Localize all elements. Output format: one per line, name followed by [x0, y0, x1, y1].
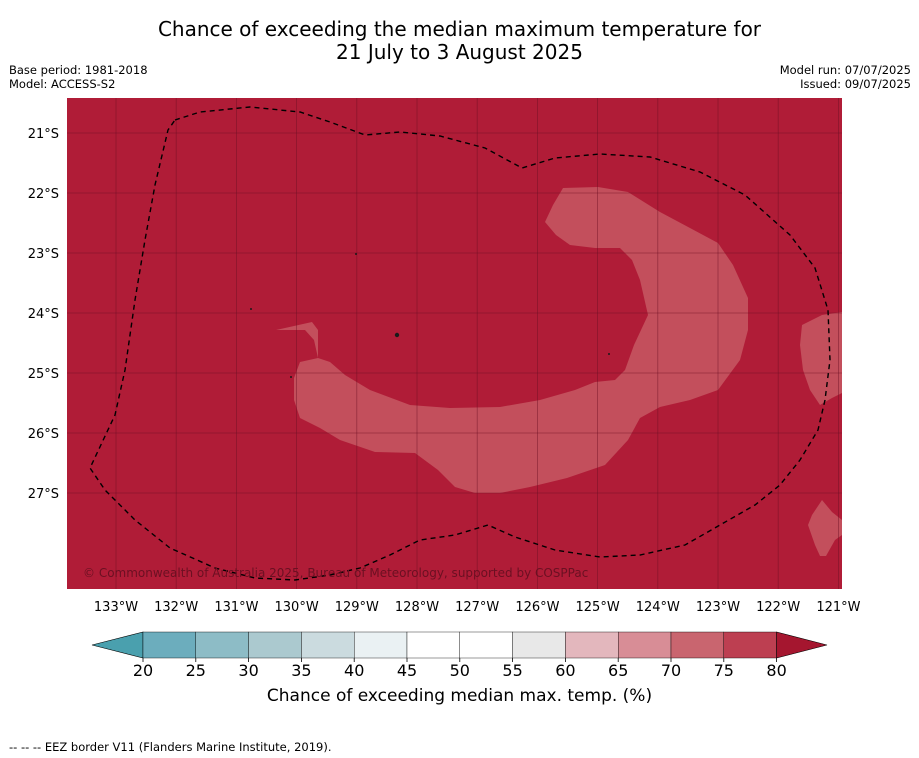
eez-border — [89, 106, 831, 581]
latitude-label: 22°S — [28, 187, 59, 202]
probability-region-east — [800, 312, 842, 405]
colorbar-tick-label: 30 — [238, 661, 258, 680]
latitude-label: 27°S — [28, 487, 59, 502]
colorbar-segment — [195, 631, 249, 659]
longitude-label: 125°W — [576, 600, 620, 615]
map-title: Chance of exceeding the median maximum t… — [0, 18, 919, 64]
model-run-text: Model run: 07/07/2025 — [779, 63, 911, 77]
island-markers — [250, 253, 610, 378]
colorbar-tick-labels: 20 25 30 35 40 45 50 55 60 65 70 75 80 — [133, 661, 787, 680]
longitude-label: 128°W — [395, 600, 439, 615]
longitude-labels: 133°W 132°W 131°W 130°W 129°W 128°W 127°W 126°W… — [94, 600, 861, 615]
right-info: Model run: 07/07/2025 Issued: 09/07/2025 — [780, 63, 911, 91]
longitude-label: 126°W — [515, 600, 559, 615]
colorbar-segment — [565, 631, 619, 659]
latitude-label: 25°S — [28, 367, 59, 382]
colorbar-segment — [618, 631, 672, 659]
colorbar-segment — [406, 631, 460, 659]
eez-footnote: -- -- -- EEZ border V11 (Flanders Marine… — [9, 740, 332, 754]
colorbar-tick-label: 55 — [502, 661, 522, 680]
island-dot — [355, 253, 357, 255]
longitude-label: 127°W — [455, 600, 499, 615]
latitude-labels: 21°S 22°S 23°S 24°S 25°S 26°S 27°S — [28, 127, 59, 502]
colorbar-tick-label: 45 — [397, 661, 417, 680]
latitude-label: 24°S — [28, 307, 59, 322]
longitude-label: 121°W — [816, 600, 860, 615]
longitude-label: 123°W — [696, 600, 740, 615]
colorbar-segment — [354, 631, 408, 659]
colorbar-label: Chance of exceeding median max. temp. (%… — [266, 686, 653, 706]
longitude-label: 131°W — [214, 600, 258, 615]
longitude-label: 122°W — [756, 600, 800, 615]
colorbar-segment — [248, 631, 302, 659]
island-dot — [250, 308, 252, 310]
colorbar-segment — [301, 631, 355, 659]
colorbar-segment — [512, 631, 566, 659]
longitude-label: 130°W — [275, 600, 319, 615]
colorbar-tick-label: 20 — [133, 661, 153, 680]
model-text: Model: ACCESS-S2 — [9, 77, 116, 91]
colorbar-tick-label: 65 — [608, 661, 628, 680]
colorbar-tick-label: 70 — [661, 661, 681, 680]
colorbar-segment — [459, 631, 513, 659]
latitude-label: 26°S — [28, 427, 59, 442]
longitude-label: 133°W — [94, 600, 138, 615]
colorbar-tick-label: 75 — [714, 661, 734, 680]
title-line-1: Chance of exceeding the median maximum t… — [157, 17, 762, 41]
colorbar-segment — [723, 631, 777, 659]
base-period-text: Base period: 1981-2018 — [9, 63, 148, 77]
longitude-label: 132°W — [154, 600, 198, 615]
colorbar-low-arrow — [91, 631, 144, 659]
longitude-label: 124°W — [636, 600, 680, 615]
colorbar-segment — [142, 631, 196, 659]
colorbar-tick-label: 40 — [344, 661, 364, 680]
colorbar-high-arrow — [776, 631, 828, 659]
longitude-label: 129°W — [335, 600, 379, 615]
latitude-label: 23°S — [28, 247, 59, 262]
copyright-text: © Commonwealth of Australia 2025, Bureau… — [83, 566, 588, 580]
left-info: Base period: 1981-2018 Model: ACCESS-S2 — [9, 63, 148, 91]
colorbar — [91, 631, 828, 662]
colorbar-tick-label: 25 — [186, 661, 206, 680]
colorbar-tick-label: 60 — [555, 661, 575, 680]
colorbar-tick-label: 50 — [450, 661, 470, 680]
island-dot — [394, 332, 400, 338]
colorbar-tick-label: 35 — [291, 661, 311, 680]
colorbar-segment — [670, 631, 724, 659]
island-dot — [608, 353, 610, 355]
map-gridlines — [67, 98, 842, 589]
probability-region-southeast — [808, 500, 842, 556]
island-dot — [290, 376, 292, 378]
colorbar-tick-label: 80 — [766, 661, 786, 680]
probability-region-60-70 — [276, 187, 748, 493]
issued-text: Issued: 09/07/2025 — [800, 77, 911, 91]
title-line-2: 21 July to 3 August 2025 — [336, 40, 583, 64]
latitude-label: 21°S — [28, 127, 59, 142]
